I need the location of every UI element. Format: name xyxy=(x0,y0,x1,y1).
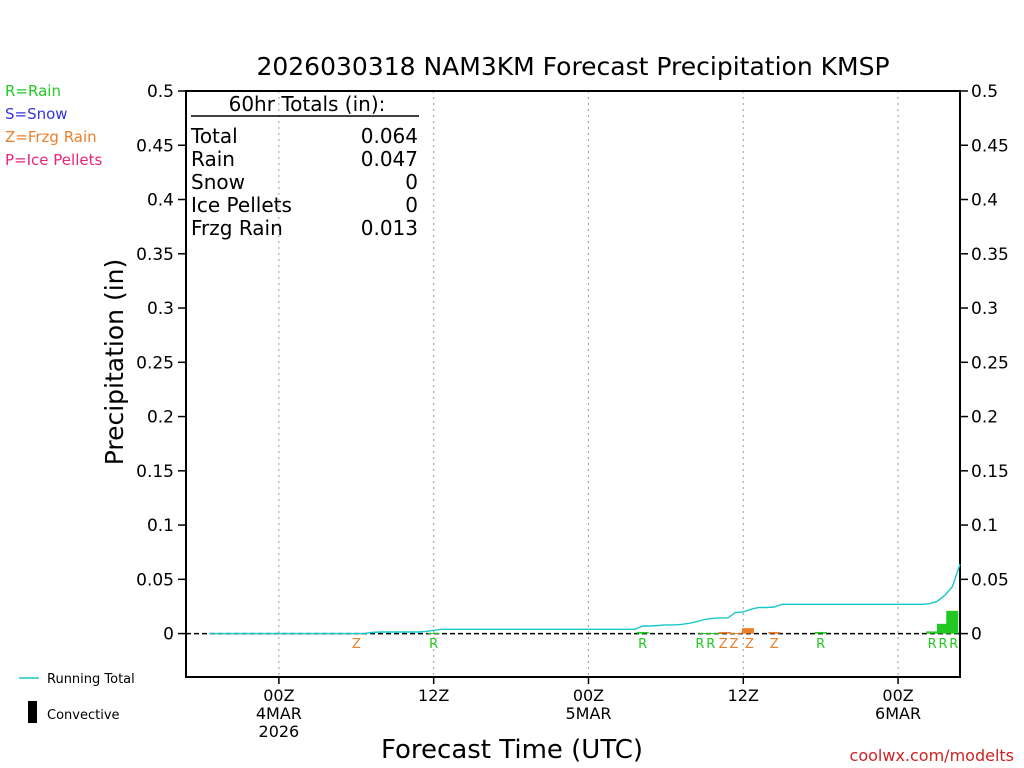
y-tick-label-left: 0.5 xyxy=(147,82,174,102)
x-tick-label: 2026 xyxy=(259,722,300,741)
precip-type-legend-entry: P=Ice Pellets xyxy=(5,151,102,169)
precip-type-marker: R xyxy=(949,637,958,652)
precip-type-marker: R xyxy=(928,637,937,652)
precip-type-marker: R xyxy=(638,637,647,652)
chart-title: 2026030318 NAM3KM Forecast Precipitation… xyxy=(256,52,889,81)
convective-legend-label: Convective xyxy=(47,708,120,723)
y-tick-label-left: 0.15 xyxy=(136,462,174,482)
precip-bar-rain xyxy=(926,631,939,634)
y-axis-label: Precipitation (in) xyxy=(100,259,129,466)
precip-type-markers: R R R R R R R RZ Z Z Z Z xyxy=(352,637,959,652)
precip-bar-rain xyxy=(709,633,722,635)
y-axis-right-ticks: 0 0.05 0.1 0.15 0.2 0.25 0.3 0.35 0.4 0.45 0.5 xyxy=(960,82,1009,645)
totals-heading: 60hr Totals (in): xyxy=(229,92,386,116)
precip-type-marker: R xyxy=(706,637,715,652)
precip-type-marker: Z xyxy=(352,637,361,652)
y-tick-label-right: 0.1 xyxy=(971,516,998,536)
precip-type-marker: R xyxy=(429,637,438,652)
precip-bar-frzg-rain xyxy=(729,633,742,635)
totals-row-value: 0 xyxy=(405,170,418,194)
y-tick-label-right: 0 xyxy=(971,625,982,645)
x-tick-label: 4MAR xyxy=(256,704,302,723)
precip-type-marker: R xyxy=(938,637,947,652)
totals-row-value: 0.064 xyxy=(361,124,418,148)
y-tick-label-left: 0.45 xyxy=(136,136,174,156)
precip-bar-frzg-rain xyxy=(741,628,754,634)
totals-row-label: Frzg Rain xyxy=(191,216,283,240)
totals-row-label: Total xyxy=(190,124,238,148)
precip-type-marker: Z xyxy=(719,637,728,652)
y-tick-label-right: 0.25 xyxy=(971,353,1009,373)
precip-bar-frzg-rain xyxy=(718,631,731,634)
totals-row-value: 0 xyxy=(405,193,418,217)
y-tick-label-left: 0.25 xyxy=(136,353,174,373)
totals-row-label: Snow xyxy=(191,170,245,194)
precip-bars xyxy=(350,610,959,635)
running-total-legend-label: Running Total xyxy=(47,672,135,687)
precip-type-legend-entry: S=Snow xyxy=(5,105,68,123)
x-gridlines xyxy=(278,91,899,677)
totals-row-label: Ice Pellets xyxy=(191,193,292,217)
precip-type-marker: R xyxy=(695,637,704,652)
precip-bar-rain xyxy=(814,631,827,634)
precip-bar-rain xyxy=(636,631,649,634)
x-tick-label: 12Z xyxy=(418,686,449,705)
x-tick-label: 6MAR xyxy=(875,704,921,723)
y-tick-label-right: 0.3 xyxy=(971,299,998,319)
y-tick-label-right: 0.45 xyxy=(971,136,1009,156)
running-total-line xyxy=(209,563,961,635)
y-tick-label-right: 0.15 xyxy=(971,462,1009,482)
y-tick-label-left: 0.05 xyxy=(136,570,174,590)
y-tick-label-right: 0.05 xyxy=(971,570,1009,590)
precip-type-marker: Z xyxy=(770,637,779,652)
y-tick-label-left: 0.4 xyxy=(147,191,174,211)
x-axis-label: Forecast Time (UTC) xyxy=(381,735,643,765)
precip-type-marker: Z xyxy=(730,637,739,652)
y-tick-label-right: 0.35 xyxy=(971,245,1009,265)
left-legend: R=Rain S=Snow Z=Frzg Rain P=Ice Pellets xyxy=(5,82,102,169)
y-tick-label-right: 0.4 xyxy=(971,191,998,211)
y-tick-label-left: 0 xyxy=(163,625,174,645)
precip-type-marker: R xyxy=(816,637,825,652)
x-tick-label: 12Z xyxy=(728,686,759,705)
y-axis-left-ticks: 0 0.05 0.1 0.15 0.2 0.25 0.3 0.35 0.4 0.45 0.5 xyxy=(136,82,186,645)
totals-row-value: 0.013 xyxy=(361,216,418,240)
y-tick-label-left: 0.2 xyxy=(147,408,174,428)
bottom-legend: Running Total Convective xyxy=(19,672,135,723)
precip-type-legend-entry: R=Rain xyxy=(5,82,61,100)
credit-link[interactable]: coolwx.com/modelts xyxy=(850,746,1014,765)
totals-row-label: Rain xyxy=(191,147,235,171)
x-tick-label: 00Z xyxy=(882,686,913,705)
totals-row-value: 0.047 xyxy=(361,147,418,171)
y-tick-label-left: 0.1 xyxy=(147,516,174,536)
precip-bar-frzg-rain xyxy=(768,631,781,634)
plot-frame xyxy=(185,90,961,678)
precip-type-marker: Z xyxy=(745,637,754,652)
precip-bar-rain xyxy=(427,633,440,635)
convective-legend-swatch xyxy=(28,701,37,723)
y-tick-label-right: 0.5 xyxy=(971,82,998,102)
y-tick-label-left: 0.35 xyxy=(136,245,174,265)
x-tick-label: 5MAR xyxy=(565,704,611,723)
y-tick-label-left: 0.3 xyxy=(147,299,174,319)
totals-box: 60hr Totals (in): Total 0.064 Rain 0.047 Sno… xyxy=(190,92,419,240)
y-tick-label-right: 0.2 xyxy=(971,408,998,428)
x-tick-label: 00Z xyxy=(573,686,604,705)
precip-bar-rain xyxy=(936,623,949,634)
x-tick-label: 00Z xyxy=(263,686,294,705)
precip-bar-rain xyxy=(946,610,959,634)
precip-bar-rain xyxy=(698,633,711,635)
precip-type-legend-entry: Z=Frzg Rain xyxy=(5,128,97,146)
